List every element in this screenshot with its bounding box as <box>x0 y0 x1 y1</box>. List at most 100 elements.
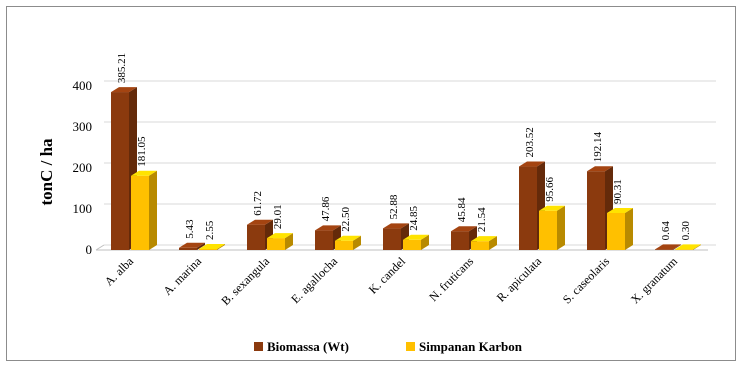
bar-karbon <box>131 170 157 250</box>
bar-side <box>197 242 205 250</box>
bar-side <box>149 170 157 250</box>
legend-swatch <box>406 342 415 351</box>
data-label: 2.55 <box>204 220 216 240</box>
bar-front <box>451 231 469 250</box>
bar-top <box>267 233 293 239</box>
bar-front <box>403 239 421 250</box>
bar-front <box>315 230 333 250</box>
category-label: R. apiculata <box>494 254 545 305</box>
legend-item: Biomassa (Wt) <box>254 339 349 354</box>
bar-front <box>519 166 537 250</box>
bar-top <box>675 244 701 250</box>
data-label: 47.86 <box>320 196 332 221</box>
bar-top <box>403 234 429 240</box>
y-tick-label: 100 <box>73 201 93 216</box>
y-tick-label: 200 <box>73 160 93 175</box>
bar-side <box>353 235 361 250</box>
y-tick-label: 0 <box>86 242 93 257</box>
data-label: 61.72 <box>252 191 264 216</box>
data-label: 29.01 <box>272 204 284 229</box>
bar-biomassa <box>315 225 341 250</box>
bar-front <box>587 171 605 250</box>
bar-top <box>471 236 497 242</box>
bar-top <box>335 235 361 241</box>
y-axis-label: tonC / ha <box>37 138 56 206</box>
data-label: 95.66 <box>544 177 556 202</box>
legend-swatch <box>254 342 263 351</box>
data-label: 21.54 <box>476 207 488 232</box>
bar-front <box>179 247 197 250</box>
legend: Biomassa (Wt) Simpanan Karbon <box>254 339 523 354</box>
bar-karbon <box>335 235 361 250</box>
bar-front <box>607 212 625 250</box>
bar-top <box>519 161 545 167</box>
bar-karbon <box>403 234 429 250</box>
data-label: 203.52 <box>524 127 536 157</box>
bar-side <box>693 244 701 250</box>
data-label: 45.84 <box>456 197 468 222</box>
axis-depth-line <box>95 244 105 251</box>
legend-label: Simpanan Karbon <box>419 339 523 354</box>
bar-top <box>655 244 681 250</box>
data-labels: 385.21 181.05 5.43 2.55 61.72 29.01 47.86 22.50… <box>116 53 692 241</box>
bar-top <box>587 166 613 172</box>
bar-top <box>451 226 477 232</box>
category-label: B. sexangula <box>218 254 272 308</box>
category-label: E. agallocha <box>288 254 340 306</box>
data-label: 181.05 <box>136 136 148 167</box>
data-label: 24.85 <box>408 206 420 231</box>
bar-front <box>267 238 285 250</box>
bar-top <box>315 225 341 231</box>
bar-biomassa <box>655 244 681 250</box>
data-label: 0.30 <box>680 221 692 241</box>
legend-item: Simpanan Karbon <box>406 339 523 354</box>
category-labels: A. alba A. marina B. sexangula E. agallocha… <box>102 254 681 308</box>
bar-side <box>285 233 293 250</box>
y-tick-label: 300 <box>73 119 93 134</box>
bar-side <box>673 244 681 250</box>
y-tick-label: 400 <box>73 78 93 93</box>
bar-front <box>471 241 489 250</box>
data-label: 0.64 <box>660 221 672 241</box>
bar-side <box>489 236 497 250</box>
bar-top <box>179 242 205 248</box>
category-label: N. fruticans <box>426 254 476 304</box>
bar-side <box>217 243 225 250</box>
bar-front <box>335 240 353 250</box>
category-label: S. caseolaris <box>560 254 613 307</box>
bars <box>111 87 701 250</box>
category-label: A. marina <box>160 254 204 298</box>
data-label: 385.21 <box>116 53 128 83</box>
data-label: 22.50 <box>340 207 352 232</box>
bar-karbon <box>539 205 565 250</box>
bar-side <box>557 205 565 250</box>
category-label: K. candel <box>366 254 409 297</box>
bar-top <box>131 170 157 176</box>
bar-karbon <box>607 207 633 250</box>
data-label: 52.88 <box>388 194 400 219</box>
bar-top <box>383 223 409 229</box>
category-label: A. alba <box>102 254 137 289</box>
bar-front <box>111 92 129 250</box>
bar-side <box>625 207 633 250</box>
chart-frame <box>6 6 736 361</box>
bar-front <box>383 228 401 250</box>
bar-side <box>421 234 429 250</box>
bar-top <box>539 205 565 211</box>
data-label: 5.43 <box>184 219 196 239</box>
bar-front <box>199 248 217 250</box>
bar-front <box>655 249 673 250</box>
data-label: 192.14 <box>592 131 604 162</box>
bar-top <box>607 207 633 213</box>
data-label: 90.31 <box>612 179 624 204</box>
bar-biomassa <box>179 242 205 250</box>
bar-top <box>199 243 225 249</box>
bar-front <box>247 224 265 250</box>
axis: 0 100 200 300 400 <box>73 78 708 257</box>
category-label: X. granatum <box>628 254 681 307</box>
bar-front <box>131 175 149 250</box>
bar-front <box>539 210 557 250</box>
bar-biomassa <box>247 219 273 250</box>
bar-top <box>111 87 137 93</box>
